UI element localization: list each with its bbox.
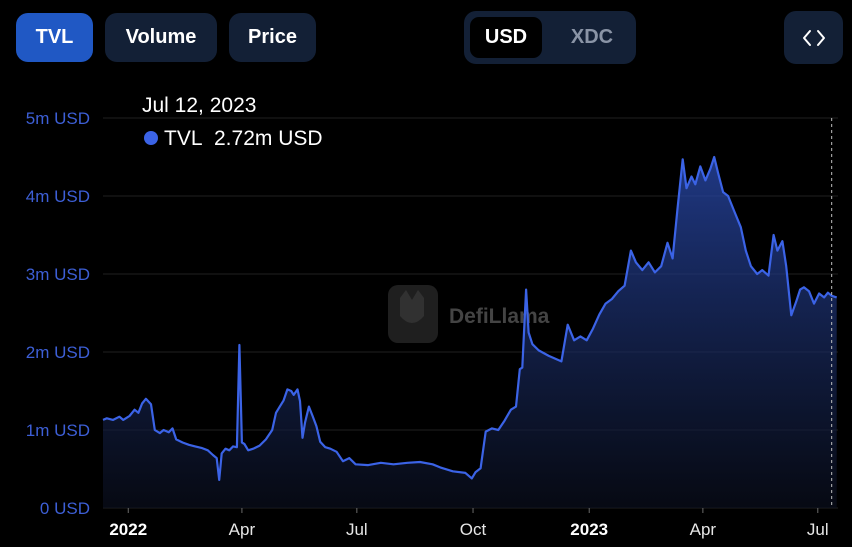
y-tick-label: 5m USD [26,109,90,128]
tab-price[interactable]: Price [229,13,316,62]
x-tick-label: Apr [229,520,256,539]
x-tick-label: Oct [460,520,487,539]
y-axis: 0 USD 1m USD 2m USD 3m USD 4m USD 5m USD [26,109,90,518]
y-tick-label: 1m USD [26,421,90,440]
y-tick-label: 4m USD [26,187,90,206]
tooltip-date: Jul 12, 2023 [142,94,256,117]
currency-option-xdc[interactable]: XDC [570,26,614,48]
tooltip-series-marker-icon [144,131,158,145]
watermark-text: DefiLlama [449,305,550,328]
y-tick-label: 2m USD [26,343,90,362]
currency-toggle: USD XDC [464,11,636,64]
x-tick-label: Jul [346,520,368,539]
code-brackets-icon [802,29,825,46]
y-tick-label: 3m USD [26,265,90,284]
y-tick-label: 0 USD [40,499,90,518]
embed-button[interactable] [784,11,843,64]
x-axis: 2022 Apr Jul Oct 2023 Apr Jul [109,508,829,539]
tooltip: Jul 12, 2023 TVL 2.72m USD [142,94,323,150]
x-tick-label: 2022 [109,520,147,539]
tab-tvl[interactable]: TVL [16,13,93,62]
x-tick-label: Apr [690,520,717,539]
tooltip-value: 2.72m USD [214,127,323,150]
tab-volume[interactable]: Volume [105,13,217,62]
x-tick-label: Jul [807,520,829,539]
tvl-area [103,157,837,508]
tvl-series-line [102,155,838,481]
tooltip-series-name: TVL [164,127,203,150]
currency-option-usd[interactable]: USD [470,17,542,58]
x-tick-label: 2023 [570,520,608,539]
